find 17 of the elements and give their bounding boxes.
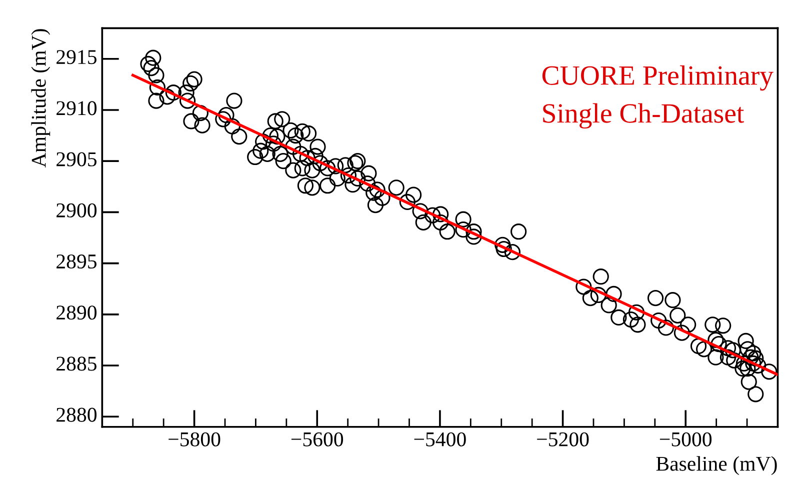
- y-tick-label: 2880: [56, 408, 97, 422]
- y-axis-title: Amplitude (mV): [31, 29, 50, 168]
- x-axis-title: Baseline (mV): [656, 456, 777, 476]
- x-tick-label: −5000: [660, 432, 712, 446]
- y-tick-label: 2910: [56, 101, 97, 116]
- annotation: Single Ch-Dataset: [543, 103, 744, 129]
- y-tick-label: 2890: [56, 306, 97, 320]
- x-tick-label: −5600: [291, 432, 344, 446]
- y-tick-label: 2905: [56, 152, 96, 166]
- x-tick-label: −5200: [537, 432, 589, 446]
- x-tick-label: −5400: [414, 432, 466, 446]
- y-tick-label: 2885: [56, 356, 96, 371]
- annotation: CUORE Preliminary: [542, 65, 774, 91]
- y-tick-label: 2895: [56, 254, 96, 269]
- y-tick-label: 2915: [56, 50, 96, 64]
- y-tick-label: 2900: [56, 203, 97, 218]
- x-tick-label: −5800: [168, 432, 220, 446]
